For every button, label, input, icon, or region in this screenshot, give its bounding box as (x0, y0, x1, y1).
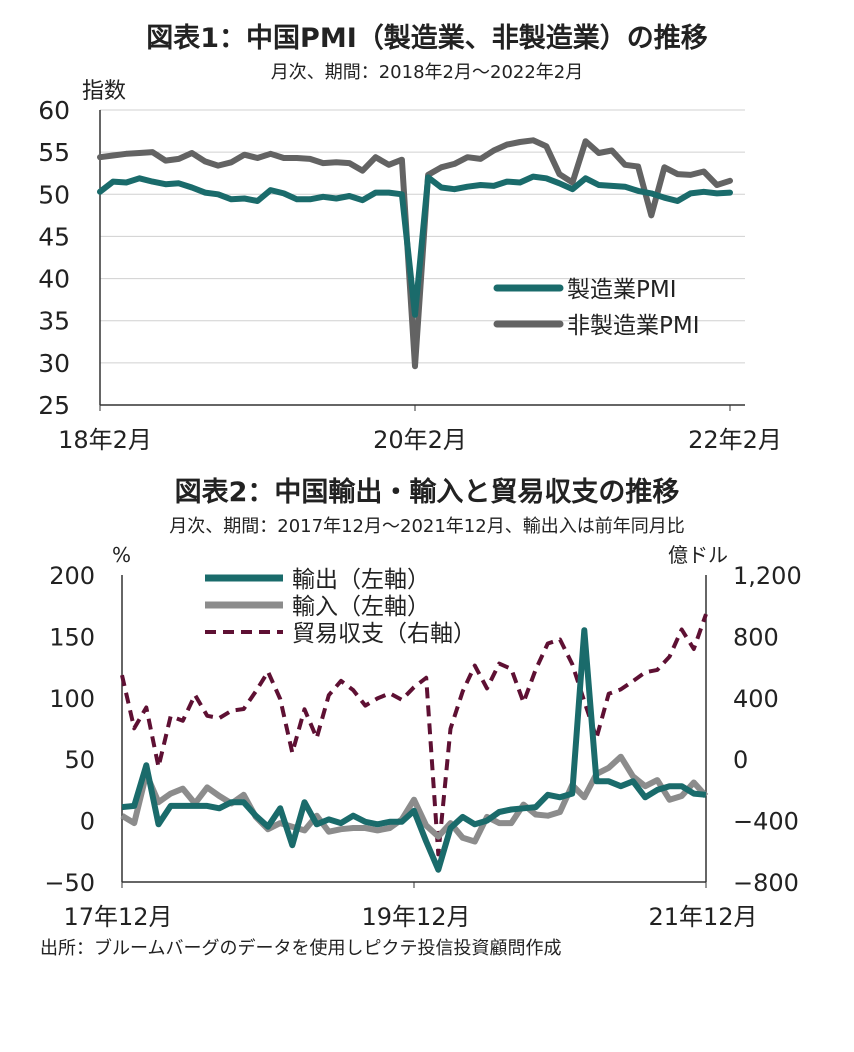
x-tick-label: 19年12月 (361, 903, 470, 931)
y-tick-label: 40 (38, 265, 70, 294)
y-left-tick-label: 100 (49, 685, 95, 713)
series-line-1 (97, 137, 733, 370)
y-right-tick-label: 400 (733, 685, 779, 713)
source-note: 出所：ブルームバーグのデータを使用しピクテ投信投資顧問作成 (40, 938, 562, 959)
series-line-0 (121, 627, 707, 873)
x-tick-label: 18年2月 (58, 426, 152, 454)
legend-label: 貿易収支（右軸） (292, 621, 476, 647)
series-line-1 (120, 753, 709, 845)
legend-label: 非製造業PMI (567, 313, 700, 339)
y-tick-label: 45 (38, 222, 70, 251)
y-right-tick-label: −800 (733, 869, 799, 897)
legend-label: 製造業PMI (567, 277, 677, 303)
y-right-tick-label: −400 (733, 808, 799, 836)
y-tick-label: 25 (38, 391, 70, 420)
y-axis-label: 指数 (82, 79, 126, 104)
x-tick-label: 20年2月 (373, 426, 467, 454)
pmi-chart: 60 55 50 45 40 35 30 25 指数 18年2月 20年2月 22年2月 製造業PMI 非… (38, 79, 782, 454)
y-tick-label: 60 (38, 96, 70, 125)
y-left-tick-label: 0 (80, 808, 95, 836)
series-line-2 (120, 613, 708, 857)
x-tick-label: 21年12月 (648, 903, 757, 931)
chart1-subtitle: 月次、期間：2018年2月～2022年2月 (270, 62, 584, 83)
chart2-title: 図表2：中国輸出・輸入と貿易収支の推移 (174, 477, 680, 508)
y-tick-label: 50 (38, 180, 70, 209)
chart1-title: 図表1：中国PMI（製造業、非製造業）の推移 (146, 23, 708, 54)
x-tick-label: 22年2月 (688, 426, 782, 454)
y-right-tick-label: 0 (733, 746, 748, 774)
y-tick-label: 30 (38, 349, 70, 378)
y-right-tick-label: 800 (733, 623, 779, 651)
y-left-tick-label: −50 (44, 869, 95, 897)
y-left-axis-label: % (112, 543, 131, 567)
chart2-subtitle: 月次、期間：2017年12月～2021年12月、輸出入は前年同月比 (169, 516, 685, 537)
x-tick-label: 17年12月 (63, 903, 172, 931)
y-left-tick-label: 150 (49, 623, 95, 651)
legend-label: 輸入（左軸） (292, 594, 430, 620)
y-tick-label: 35 (38, 307, 70, 336)
y-right-tick-label: 1,200 (733, 562, 802, 590)
y-left-tick-label: 200 (49, 562, 95, 590)
trade-chart: 200 150 100 50 0 −50 1,200 800 400 0 −400 −800% 億ドル 1… (44, 543, 802, 931)
series-line-0 (97, 173, 733, 318)
y-tick-label: 55 (38, 138, 70, 167)
y-right-axis-label: 億ドル (668, 543, 728, 567)
y-left-tick-label: 50 (64, 746, 95, 774)
legend-label: 輸出（左軸） (292, 567, 430, 593)
